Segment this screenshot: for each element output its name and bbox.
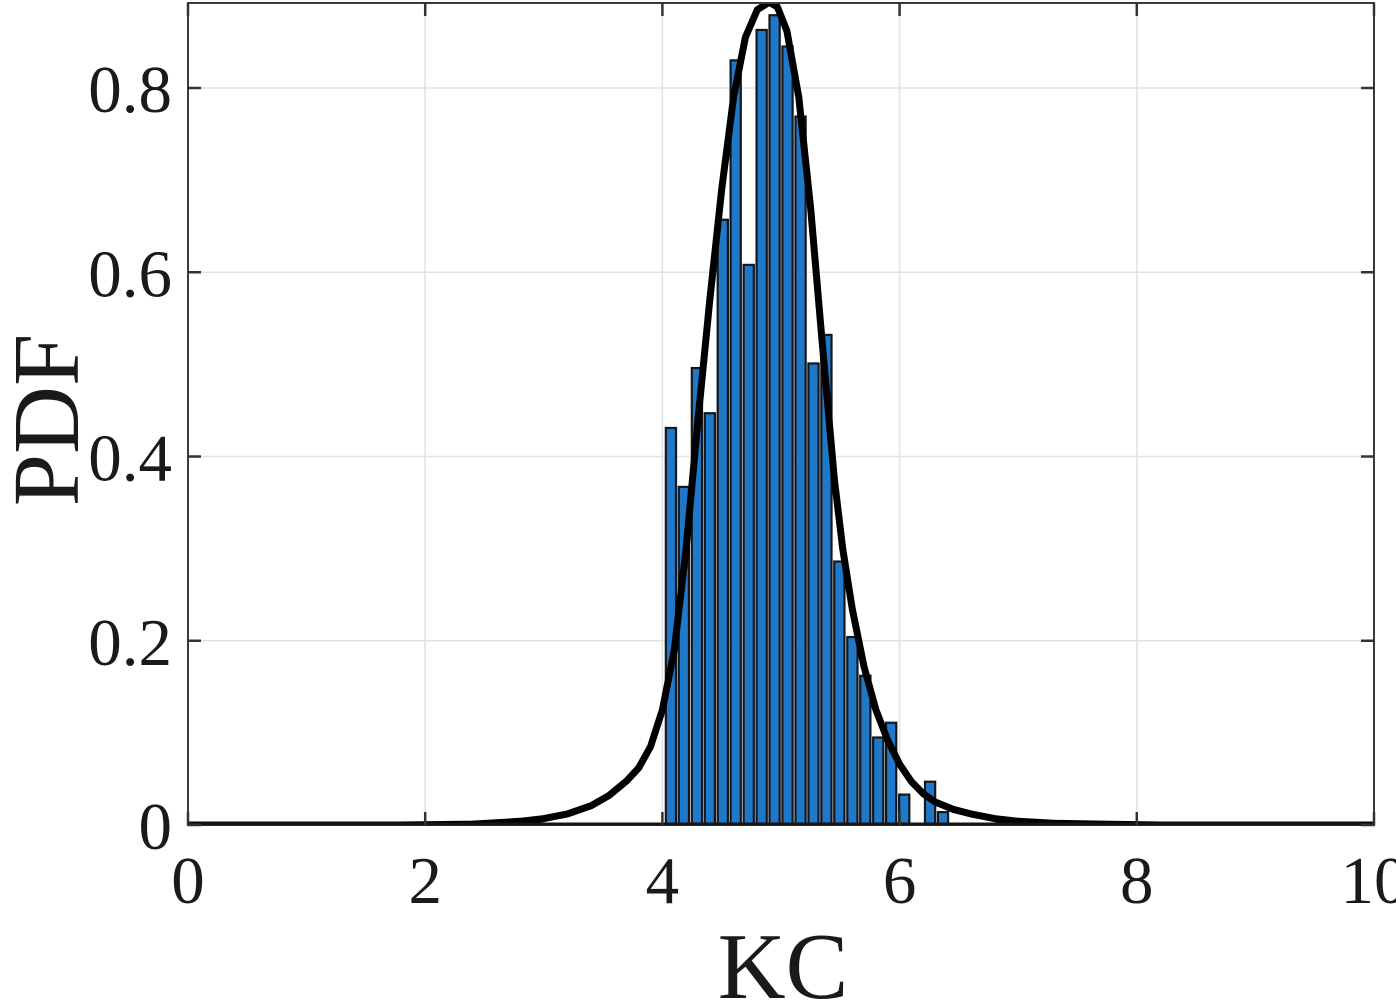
x-tick-label: 10 xyxy=(1341,844,1396,918)
histogram-bars xyxy=(664,14,950,825)
histogram-bar xyxy=(820,333,833,825)
histogram-bar xyxy=(872,736,885,825)
y-tick-label: 0.8 xyxy=(88,53,172,127)
x-tick-label: 8 xyxy=(1120,844,1154,918)
histogram-bar xyxy=(781,45,794,825)
y-axis-label: PDF xyxy=(0,334,99,506)
y-tick-label: 0.2 xyxy=(88,606,172,680)
histogram-bar xyxy=(742,263,755,825)
histogram-bar xyxy=(794,115,807,825)
x-tick-label: 0 xyxy=(171,844,205,918)
x-tick-label: 2 xyxy=(408,844,442,918)
histogram-bar xyxy=(807,362,820,825)
histogram-bar xyxy=(690,366,704,825)
y-tick-label: 0.6 xyxy=(88,237,172,311)
gridlines xyxy=(188,3,1374,825)
histogram-bar xyxy=(677,485,691,825)
histogram-bar xyxy=(833,560,846,825)
fit-curve-group xyxy=(188,3,1374,825)
x-axis-label: KC xyxy=(718,915,849,1003)
histogram-bar xyxy=(729,59,742,825)
histogram-bar xyxy=(859,674,872,825)
histogram-bar xyxy=(846,635,859,825)
y-tick-label: 0 xyxy=(139,790,173,864)
x-tick-label: 6 xyxy=(883,844,917,918)
fit-curve xyxy=(188,3,1374,825)
histogram-bar xyxy=(716,218,729,825)
histogram-bar xyxy=(884,721,898,825)
tick-labels: 0 2 4 6 8 10 0 0.2 0.4 0.6 0.8 xyxy=(88,53,1396,918)
histogram-bar xyxy=(898,793,911,825)
y-tick-label: 0.4 xyxy=(88,422,172,496)
histogram-bar xyxy=(755,28,768,825)
x-tick-label: 4 xyxy=(646,844,680,918)
tick-marks xyxy=(186,3,1376,827)
histogram-bar xyxy=(703,412,717,825)
histogram-bar xyxy=(768,14,781,825)
